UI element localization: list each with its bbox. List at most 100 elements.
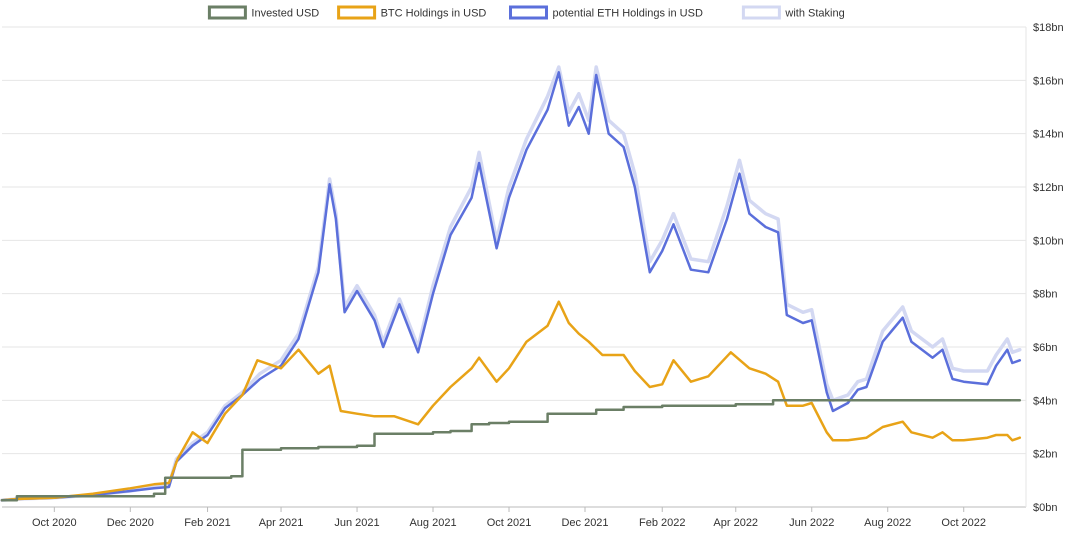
data-point-btc-holdings-in-usd xyxy=(356,413,358,415)
data-point-invested-usd xyxy=(623,406,625,408)
legend-label: with Staking xyxy=(784,8,844,20)
data-point-potential-eth-holdings-in-usd xyxy=(963,381,965,383)
data-point-potential-eth-holdings-in-usd xyxy=(910,341,913,343)
data-point-with-staking xyxy=(192,442,194,444)
legend-item-btc-holdings-in-usd[interactable]: BTC Holdings in USD xyxy=(337,5,487,20)
data-point-potential-eth-holdings-in-usd xyxy=(1019,359,1021,361)
data-point-with-staking xyxy=(963,370,965,372)
data-point-btc-holdings-in-usd xyxy=(340,410,342,412)
data-point-with-staking xyxy=(726,205,728,207)
data-point-btc-holdings-in-usd xyxy=(241,394,243,396)
data-point-potential-eth-holdings-in-usd xyxy=(558,71,560,73)
legend-item-invested-usd[interactable]: Invested USD xyxy=(207,5,319,20)
data-point-with-staking xyxy=(224,405,226,407)
data-point-potential-eth-holdings-in-usd xyxy=(738,173,741,175)
data-point-potential-eth-holdings-in-usd xyxy=(995,365,997,367)
data-point-with-staking xyxy=(661,239,663,241)
data-point-btc-holdings-in-usd xyxy=(941,431,944,433)
legend-item-with-staking[interactable]: with Staking xyxy=(741,5,845,20)
data-point-potential-eth-holdings-in-usd xyxy=(847,402,849,404)
y-axis: $0bn $2bn $4bn $6bn $8bn $10bn $12bn $14bn $16bn… xyxy=(1025,22,1064,514)
series-line-potential-eth-holdings-in-usd xyxy=(0,71,1022,502)
x-tick-label: Oct 2022 xyxy=(941,517,986,529)
data-point-potential-eth-holdings-in-usd xyxy=(726,218,728,220)
data-point-with-staking xyxy=(508,186,510,188)
data-point-potential-eth-holdings-in-usd xyxy=(986,383,989,385)
data-point-potential-eth-holdings-in-usd xyxy=(882,341,884,343)
data-point-invested-usd xyxy=(241,449,243,451)
data-point-invested-usd xyxy=(772,399,774,401)
data-point-potential-eth-holdings-in-usd xyxy=(317,271,319,273)
data-point-potential-eth-holdings-in-usd xyxy=(902,317,904,319)
data-point-invested-usd xyxy=(16,495,18,497)
data-point-btc-holdings-in-usd xyxy=(649,386,651,388)
data-point-btc-holdings-in-usd xyxy=(508,367,510,369)
data-point-potential-eth-holdings-in-usd xyxy=(786,314,788,316)
data-point-with-staking xyxy=(802,311,804,313)
data-point-btc-holdings-in-usd xyxy=(865,437,868,439)
data-point-potential-eth-holdings-in-usd xyxy=(1006,349,1008,351)
data-point-with-staking xyxy=(547,95,549,97)
data-point-with-staking xyxy=(649,261,651,263)
data-point-potential-eth-holdings-in-usd xyxy=(398,303,400,305)
data-point-btc-holdings-in-usd xyxy=(672,359,675,361)
data-point-potential-eth-holdings-in-usd xyxy=(777,231,779,233)
data-point-btc-holdings-in-usd xyxy=(963,439,965,441)
data-point-invested-usd xyxy=(356,445,358,447)
data-point-invested-usd xyxy=(164,477,166,479)
data-point-with-staking xyxy=(857,381,859,383)
data-point-with-staking xyxy=(280,359,282,361)
legend-swatch xyxy=(509,5,548,20)
x-tick-label: Jun 2021 xyxy=(334,517,379,529)
data-point-btc-holdings-in-usd xyxy=(811,402,813,404)
data-point-btc-holdings-in-usd xyxy=(558,301,560,303)
data-point-potential-eth-holdings-in-usd xyxy=(259,378,261,380)
data-point-potential-eth-holdings-in-usd xyxy=(382,346,384,348)
data-point-btc-holdings-in-usd xyxy=(707,375,709,377)
data-point-invested-usd xyxy=(471,423,473,425)
data-point-potential-eth-holdings-in-usd xyxy=(811,319,813,321)
data-point-invested-usd xyxy=(153,493,155,495)
data-point-with-staking xyxy=(478,151,480,153)
x-tick-label: Apr 2022 xyxy=(713,517,758,529)
data-point-potential-eth-holdings-in-usd xyxy=(547,109,549,111)
data-point-potential-eth-holdings-in-usd xyxy=(826,391,828,393)
series-group xyxy=(0,65,1022,503)
x-tick-label: Jun 2022 xyxy=(789,517,834,529)
data-point-btc-holdings-in-usd xyxy=(129,487,131,489)
data-point-potential-eth-holdings-in-usd xyxy=(857,389,859,391)
data-point-potential-eth-holdings-in-usd xyxy=(153,487,155,489)
legend-item-potential-eth-holdings-in-usd[interactable]: potential ETH Holdings in USD xyxy=(509,5,703,20)
data-point-btc-holdings-in-usd xyxy=(206,442,209,444)
data-point-btc-holdings-in-usd xyxy=(92,493,94,495)
data-point-potential-eth-holdings-in-usd xyxy=(168,486,170,488)
data-point-btc-holdings-in-usd xyxy=(449,386,452,388)
data-point-with-staking xyxy=(634,173,636,175)
data-point-btc-holdings-in-usd xyxy=(192,431,194,433)
data-point-with-staking xyxy=(941,338,944,340)
data-point-btc-holdings-in-usd xyxy=(168,482,170,484)
data-point-invested-usd xyxy=(280,447,282,449)
data-point-invested-usd xyxy=(373,433,376,435)
y-tick-label: $0bn xyxy=(1033,502,1057,514)
y-tick-label: $4bn xyxy=(1033,395,1057,407)
data-point-potential-eth-holdings-in-usd xyxy=(496,247,498,249)
x-tick-label: Feb 2021 xyxy=(184,517,230,529)
data-point-btc-holdings-in-usd xyxy=(393,415,395,417)
data-point-potential-eth-holdings-in-usd xyxy=(802,322,804,324)
data-point-potential-eth-holdings-in-usd xyxy=(344,311,346,313)
data-point-with-staking xyxy=(356,285,358,287)
data-point-btc-holdings-in-usd xyxy=(882,426,884,428)
data-point-with-staking xyxy=(608,119,610,121)
data-point-with-staking xyxy=(259,373,261,375)
data-point-btc-holdings-in-usd xyxy=(634,370,636,372)
data-point-with-staking xyxy=(595,66,597,68)
data-point-potential-eth-holdings-in-usd xyxy=(832,410,834,412)
data-point-potential-eth-holdings-in-usd xyxy=(224,407,226,409)
x-tick-label: Dec 2021 xyxy=(561,517,608,529)
y-tick-label: $18bn xyxy=(1033,22,1064,34)
x-tick-label: Aug 2022 xyxy=(864,517,911,529)
data-point-with-staking xyxy=(865,378,868,380)
x-tick-label: Oct 2020 xyxy=(32,517,77,529)
